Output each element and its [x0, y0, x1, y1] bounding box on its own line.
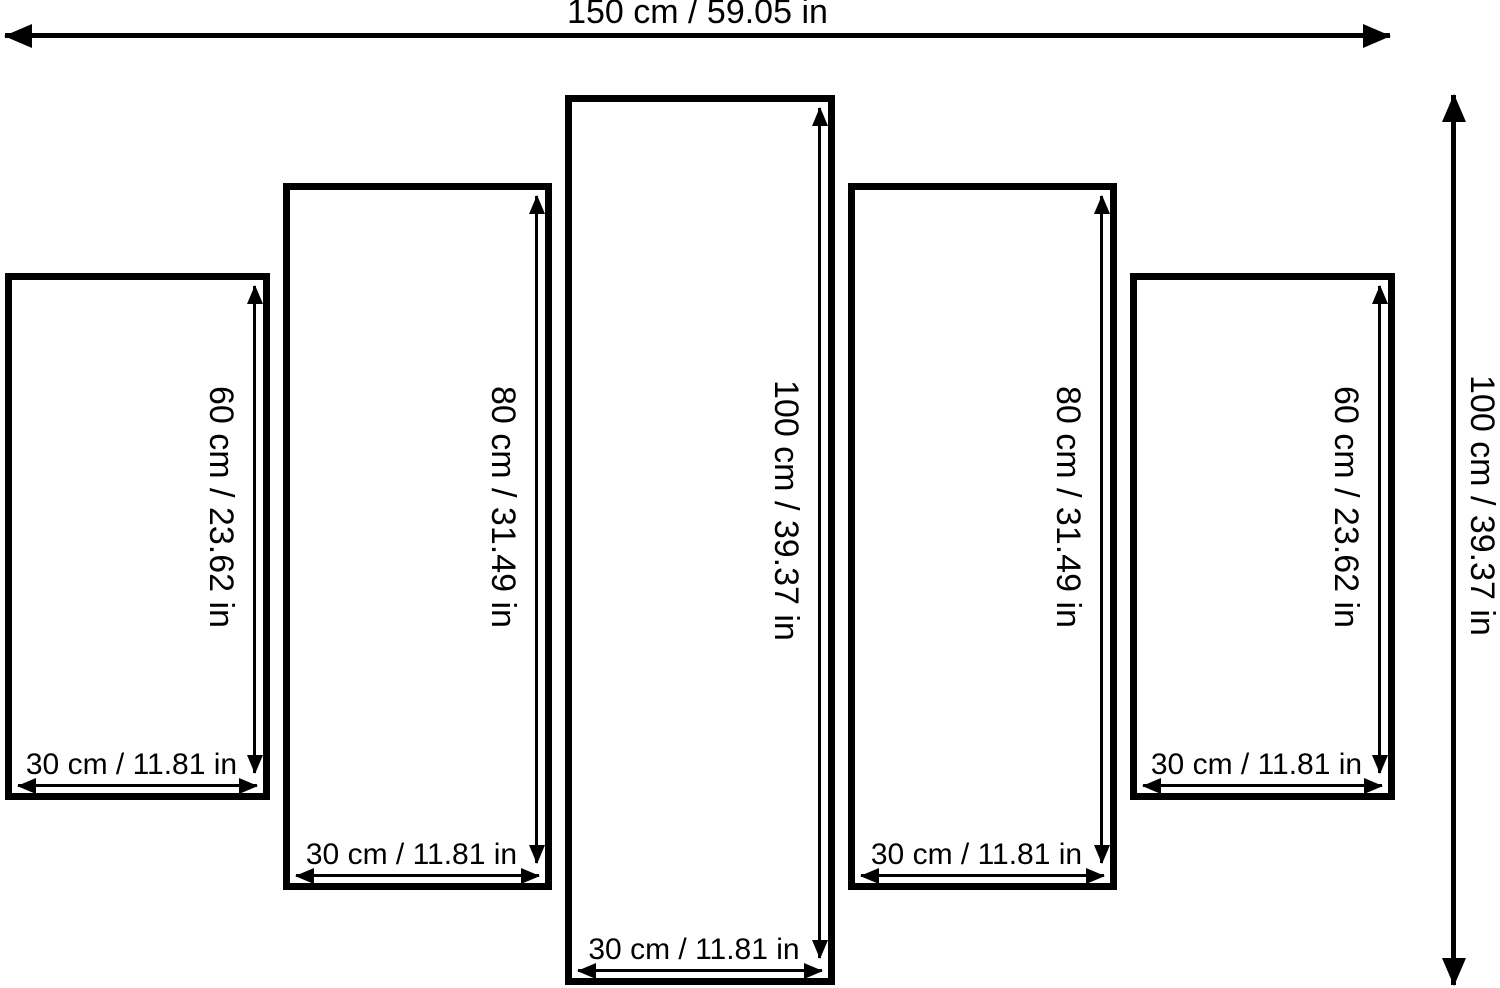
panel-4-width-dimension-arrow-icon: [861, 874, 1104, 877]
panel-5-width-dimension-arrow-icon: [1143, 784, 1382, 787]
overall-width-dimension-arrow-icon: [5, 33, 1390, 38]
panel-4-height-dimension-arrow-icon: [1100, 196, 1103, 863]
overall-width-label: 150 cm / 59.05 in: [567, 0, 828, 31]
panel-3-height-label: 100 cm / 39.37 in: [767, 379, 805, 641]
panel-2-height-dimension-arrow-icon: [535, 196, 538, 863]
panel-1-height-label: 60 cm / 23.62 in: [202, 385, 240, 628]
panel-4-width-label: 30 cm / 11.81 in: [870, 838, 1083, 871]
panel-1-width-label: 30 cm / 11.81 in: [25, 748, 238, 781]
panel-4-height-label: 80 cm / 31.49 in: [1049, 385, 1087, 628]
panel-5-height-dimension-arrow-icon: [1378, 286, 1381, 773]
panel-3-height-dimension-arrow-icon: [818, 108, 821, 958]
panel-1: 60 cm / 23.62 in 30 cm / 11.81 in: [5, 273, 270, 800]
panel-2-height-label: 80 cm / 31.49 in: [484, 385, 522, 628]
panel-1-height-dimension-arrow-icon: [253, 286, 256, 773]
panel-5-height-label: 60 cm / 23.62 in: [1327, 385, 1365, 628]
overall-height-label: 100 cm / 39.37 in: [1463, 374, 1500, 636]
panel-3: 100 cm / 39.37 in 30 cm / 11.81 in: [565, 95, 835, 985]
panel-3-width-dimension-arrow-icon: [578, 969, 822, 972]
panel-3-width-label: 30 cm / 11.81 in: [588, 933, 800, 966]
panel-5: 60 cm / 23.62 in 30 cm / 11.81 in: [1130, 273, 1395, 800]
panel-4: 80 cm / 31.49 in 30 cm / 11.81 in: [848, 183, 1117, 890]
panel-2-width-dimension-arrow-icon: [296, 874, 539, 877]
panel-1-width-dimension-arrow-icon: [18, 784, 257, 787]
panel-2-width-label: 30 cm / 11.81 in: [305, 838, 518, 871]
overall-height-dimension-arrow-icon: [1451, 95, 1456, 985]
panel-2: 80 cm / 31.49 in 30 cm / 11.81 in: [283, 183, 552, 890]
panel-5-width-label: 30 cm / 11.81 in: [1150, 748, 1363, 781]
